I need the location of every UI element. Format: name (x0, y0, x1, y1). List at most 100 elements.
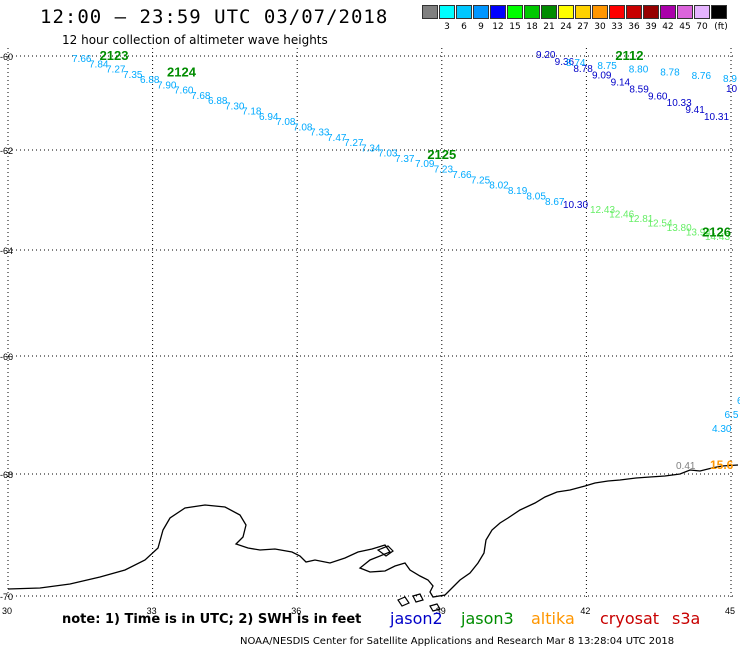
wave-height-reading: 7.08 (293, 122, 313, 133)
coastline-island (376, 545, 394, 557)
wave-height-reading: 7.33 (310, 128, 330, 139)
scale-swatch (507, 5, 523, 19)
wave-height-reading: 6.88 (208, 96, 228, 107)
scale-label: 70 (696, 22, 708, 32)
graticule: -60 -62 -64 -66 -68 -70 30 33 36 39 42 45 (0, 48, 736, 616)
wave-height-reading: 8.75 (597, 61, 617, 72)
legend-altika: altika (531, 609, 575, 628)
latitude-label: -62 (0, 146, 13, 156)
wave-height-reading: 12.43 (590, 205, 615, 216)
wave-height-reading: 7.18 (242, 107, 262, 118)
wave-height-reading: 9.14 (611, 78, 631, 89)
wave-height-reading: 6.94 (259, 112, 279, 123)
scale-label: 33 (611, 22, 623, 32)
longitude-label: 39 (436, 606, 446, 616)
wave-height-reading: 15.6 (710, 458, 734, 472)
wave-height-reading: 8.78 (660, 68, 680, 79)
scale-label: 27 (577, 22, 589, 32)
longitude-label: 42 (580, 606, 590, 616)
scale-swatch (541, 5, 557, 19)
antarctic-coastline (7, 464, 739, 612)
scale-swatch (524, 5, 540, 19)
wave-height-reading: 7.03 (378, 149, 398, 160)
scale-swatch (711, 5, 727, 19)
latitude-label: -66 (0, 352, 13, 362)
wave-height-reading: 8.76 (692, 71, 712, 82)
wave-height-reading: 7.66 (452, 170, 472, 181)
scale-swatch (592, 5, 608, 19)
legend-jason3: jason3 (461, 609, 514, 628)
wave-height-readings: 7.667.847.277.356.887.907.607.686.887.30… (72, 48, 740, 472)
longitude-label: 30 (2, 606, 12, 616)
wave-height-reading: 7.27 (344, 138, 364, 149)
wave-height-reading: 0.41 (676, 461, 696, 472)
scale-swatch (422, 5, 438, 19)
wave-height-reading: 7.30 (225, 101, 245, 112)
wave-height-reading: 9.41 (685, 105, 705, 116)
scale-swatch (626, 5, 642, 19)
wave-height-reading: 6.5 (725, 410, 739, 421)
orbit-track-label: 2123 (100, 48, 129, 63)
wave-height-reading: 7.90 (157, 80, 177, 91)
scale-label: 30 (594, 22, 606, 32)
latitude-label: -68 (0, 470, 13, 480)
scale-label: 6 (461, 22, 467, 32)
wave-height-reading: 4.30 (712, 424, 732, 435)
wave-height-reading: 7.37 (395, 154, 415, 165)
scale-swatch (694, 5, 710, 19)
coastline-island (397, 596, 410, 607)
scale-swatch (677, 5, 693, 19)
map-title: 12:00 — 23:59 UTC 03/07/2018 (40, 6, 389, 28)
legend-s3a: s3a (672, 609, 701, 628)
scale-label: 36 (628, 22, 640, 32)
scale-label: 15 (509, 22, 521, 32)
wave-height-reading: 12.46 (609, 210, 634, 221)
credit-line: NOAA/NESDIS Center for Satellite Applica… (240, 636, 675, 647)
coastline-island (412, 593, 424, 603)
wave-height-reading: 9.60 (648, 91, 668, 102)
wave-height-reading: 9.20 (536, 50, 556, 61)
wave-height-reading: 7.08 (276, 117, 296, 128)
wave-height-reading: 8.59 (629, 84, 649, 95)
wave-height-reading: 7.27 (106, 65, 126, 76)
wave-height-reading: 13.80 (667, 223, 692, 234)
wave-height-reading: 10 (726, 84, 738, 95)
wave-height-reading: 8.9 (723, 74, 737, 85)
longitude-label: 33 (147, 606, 157, 616)
scale-swatch (660, 5, 676, 19)
latitude-label: -70 (0, 592, 13, 602)
longitude-label: 36 (291, 606, 301, 616)
scale-label: 45 (679, 22, 691, 32)
wave-height-reading: 10.31 (704, 112, 729, 123)
scale-swatch (575, 5, 591, 19)
wave-height-reading: 9.09 (592, 71, 612, 82)
wave-height-reading: 7.09 (415, 159, 435, 170)
orbit-track-label: 2124 (167, 64, 197, 79)
wave-height-reading: 6.88 (140, 75, 160, 86)
wave-height-reading: 8.80 (629, 64, 649, 75)
wave-height-reading: 7.60 (174, 86, 194, 97)
scale-label: 42 (662, 22, 674, 32)
wave-height-reading: 10.33 (667, 98, 692, 109)
wave-height-reading: 7.34 (361, 143, 381, 154)
coastline-island (429, 603, 441, 612)
wave-height-reading: 10.30 (563, 200, 588, 211)
scale-swatch (643, 5, 659, 19)
wave-height-reading: 12.81 (628, 214, 653, 225)
latitude-label: -64 (0, 246, 13, 256)
orbit-track-label: 2126 (702, 225, 731, 240)
wave-height-reading: 7.68 (191, 91, 211, 102)
scale-label: 9 (478, 22, 484, 32)
legend-cryosat: cryosat (600, 609, 660, 628)
coastline-mainland (7, 464, 739, 598)
scale-swatch (558, 5, 574, 19)
scale-swatch (490, 5, 506, 19)
scale-label: 18 (526, 22, 538, 32)
scale-swatch (609, 5, 625, 19)
scale-label: 39 (645, 22, 657, 32)
wave-height-reading: 7.47 (327, 133, 347, 144)
wave-height-reading: 8.02 (489, 181, 509, 192)
scale-label: 21 (543, 22, 555, 32)
map-subtitle: 12 hour collection of altimeter wave hei… (62, 33, 328, 47)
